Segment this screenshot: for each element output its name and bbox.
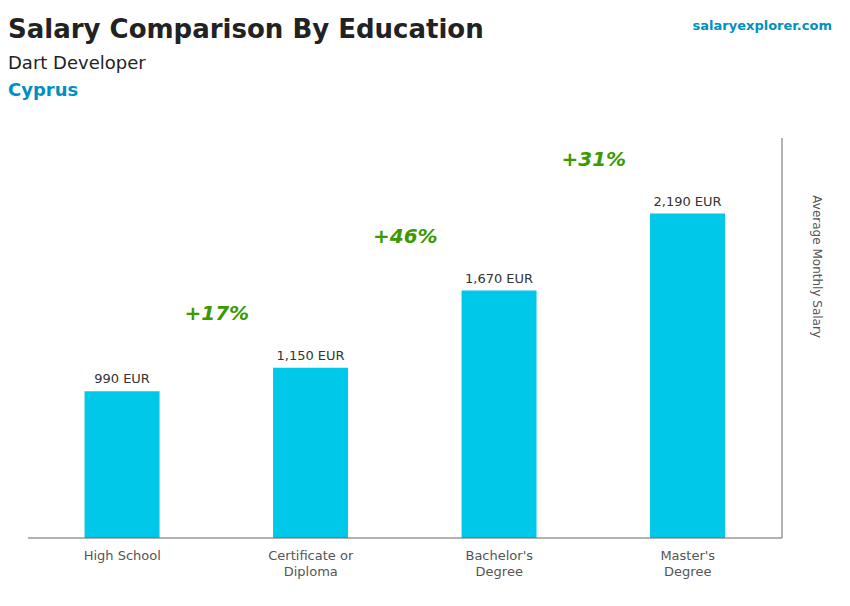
svg-text:+31%: +31% bbox=[561, 147, 626, 171]
svg-text:High School: High School bbox=[84, 548, 161, 563]
svg-text:1,670 EUR: 1,670 EUR bbox=[465, 271, 533, 286]
html-text:Dart Developer: Dart Developer bbox=[8, 52, 146, 73]
svg-text:Certificate orDiploma: Certificate orDiploma bbox=[268, 548, 354, 579]
svg-text:Bachelor'sDegree: Bachelor'sDegree bbox=[465, 548, 533, 579]
svg-text:+17%: +17% bbox=[184, 301, 249, 325]
svg-text:1,150 EUR: 1,150 EUR bbox=[276, 348, 344, 363]
svg-text:2,190 EUR: 2,190 EUR bbox=[653, 194, 721, 209]
svg-text:990 EUR: 990 EUR bbox=[94, 371, 150, 386]
html-text:Salary Comparison By Education: Salary Comparison By Education bbox=[8, 14, 484, 44]
svg-text:Master'sDegree: Master'sDegree bbox=[660, 548, 715, 579]
html-text:salaryexplorer.com: salaryexplorer.com bbox=[692, 18, 832, 33]
svg-text:Average Monthly Salary: Average Monthly Salary bbox=[810, 195, 824, 338]
html-text:Cyprus: Cyprus bbox=[8, 79, 79, 100]
svg-text:+46%: +46% bbox=[373, 224, 438, 248]
